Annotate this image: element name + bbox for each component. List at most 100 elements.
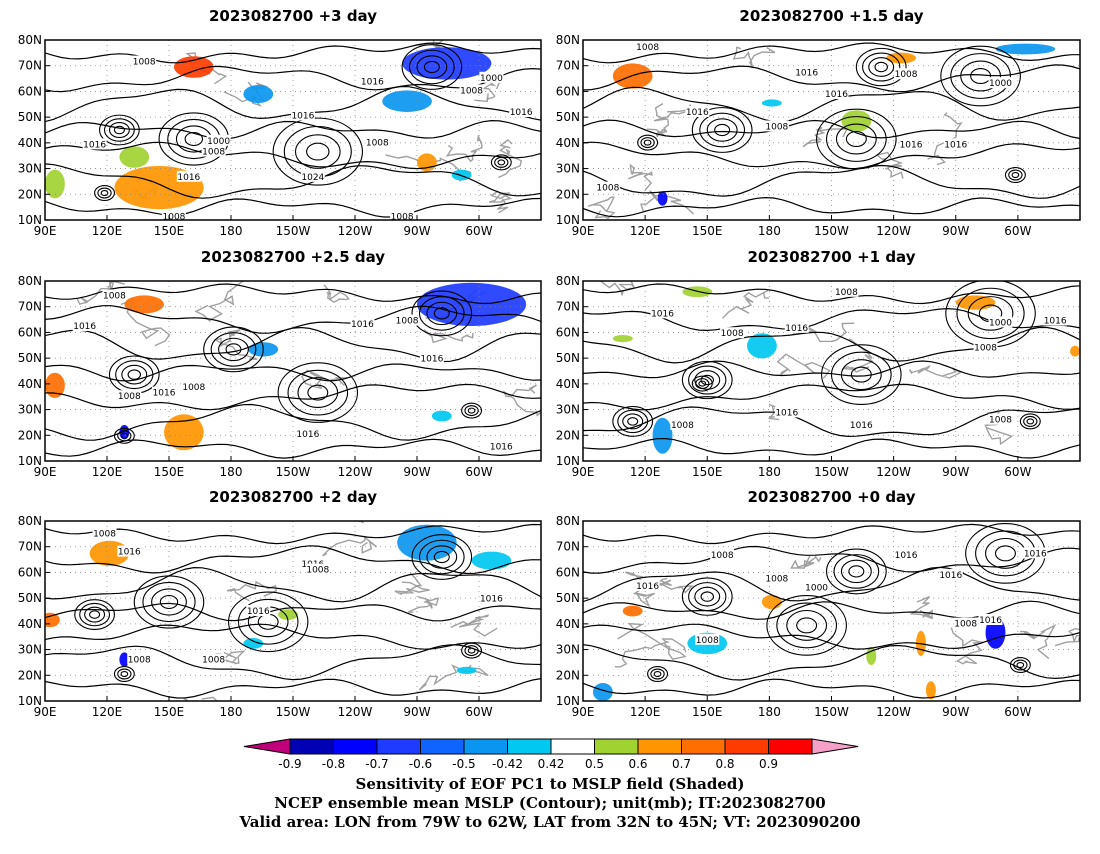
y-tick-label: 10N — [556, 694, 580, 708]
panel-title: 2023082700 +0 day — [748, 488, 916, 506]
sensitivity-shading — [45, 612, 60, 628]
x-tick-label: 150E — [692, 465, 723, 479]
sensitivity-shading — [652, 417, 673, 454]
pressure-center-ring — [416, 55, 448, 79]
pressure-center-ring — [108, 122, 130, 138]
contour-label: 1008 — [989, 416, 1012, 426]
pressure-center-ring — [113, 427, 135, 444]
panel-plot-area: 1008 1016 1008 1016 1000 1016 1008 1016 1016 1008… — [583, 281, 1080, 461]
y-tick-label: 80N — [556, 33, 580, 47]
sensitivity-shading — [456, 666, 477, 675]
pressure-center-ring — [855, 47, 907, 87]
pressure-center-ring — [647, 665, 669, 683]
contour-label-bg — [181, 381, 206, 393]
isobar — [45, 42, 541, 64]
pressure-center-ring — [272, 117, 363, 186]
contour-label-bg — [635, 579, 660, 591]
x-tick-label: 180 — [758, 705, 781, 719]
x-tick-label: 150W — [814, 705, 849, 719]
contour-label-bg — [206, 134, 231, 146]
pressure-center-ring — [640, 137, 655, 149]
x-tick-label: 90W — [942, 224, 969, 238]
coastline — [640, 190, 695, 215]
contour-label: 1016 — [651, 309, 674, 319]
isobar — [583, 678, 1080, 699]
contour-label: 1016 — [480, 594, 503, 604]
contour-label-bg — [595, 181, 620, 193]
sensitivity-shading — [761, 594, 782, 610]
y-tick-label: 20N — [556, 668, 580, 682]
x-tick-label: 60W — [465, 224, 492, 238]
x-tick-label: 90E — [572, 465, 595, 479]
sensitivity-shading — [1070, 345, 1080, 357]
contour-label: 1008 — [396, 317, 419, 327]
isobar — [45, 678, 541, 699]
contour-label: 1016 — [979, 616, 1002, 626]
coastline — [617, 622, 687, 660]
contour-label-bg — [365, 136, 390, 148]
sensitivity-shading — [431, 410, 452, 422]
contour-label-bg — [988, 316, 1013, 328]
pressure-center-ring — [825, 548, 887, 595]
pressure-center-ring — [868, 57, 895, 77]
map-panel-5: 1008101610161008101610161008100820230827… — [18, 488, 542, 719]
pressure-center-ring — [409, 49, 455, 85]
pressure-center-ring — [227, 591, 309, 653]
pressure-center-ring — [700, 591, 715, 602]
pressure-center-ring — [627, 417, 639, 426]
pressure-center-ring — [464, 405, 479, 417]
pressure-center-ring — [960, 60, 1002, 92]
contour-label: 1008 — [202, 656, 225, 666]
y-tick-label: 60N — [18, 84, 42, 98]
contour-label: 1016 — [247, 607, 270, 617]
pressure-center-ring — [766, 595, 847, 656]
contour-label: 1016 — [361, 77, 384, 87]
contour-label: 1000 — [480, 74, 503, 84]
x-tick-label: 180 — [220, 465, 243, 479]
contour-label-bg — [938, 569, 963, 580]
x-tick-label: 120E — [92, 224, 123, 238]
coastline — [498, 138, 523, 179]
contour-label-bg — [419, 352, 444, 364]
sensitivity-shading — [747, 333, 777, 359]
contour-label-bg — [350, 318, 375, 330]
coastline — [423, 329, 474, 344]
x-tick-label: 60W — [465, 705, 492, 719]
contour-label: 1016 — [944, 140, 967, 150]
pressure-center-ring — [1004, 166, 1026, 184]
x-tick-label: 90E — [34, 705, 57, 719]
colorbar-tick-label: -0.42 — [492, 757, 523, 771]
colorbar-tick-label: -0.9 — [278, 757, 301, 771]
isobar — [45, 326, 541, 363]
y-tick-label: 40N — [556, 617, 580, 631]
sensitivity-shading — [955, 295, 996, 310]
y-tick-label: 20N — [556, 187, 580, 201]
pressure-center-ring — [121, 364, 148, 385]
coastline — [875, 151, 904, 179]
y-tick-label: 50N — [556, 351, 580, 365]
y-tick-label: 50N — [556, 110, 580, 124]
pressure-center-ring — [84, 606, 106, 623]
isobar — [583, 406, 1080, 438]
panel-title: 2023082700 +2 day — [209, 488, 377, 506]
x-tick-label: 90W — [942, 705, 969, 719]
contour-label-bg — [894, 68, 919, 80]
y-tick-label: 60N — [556, 565, 580, 579]
y-tick-label: 30N — [556, 403, 580, 417]
pressure-center-ring — [433, 550, 450, 564]
colorbar-swatch — [289, 738, 334, 755]
coastline — [790, 555, 822, 569]
map-panel-3: 1008 1016 1016 1008 1016 1008 1016 1008 1016 1016… — [18, 248, 542, 479]
pressure-center-ring — [622, 413, 644, 430]
contour-label: 1008 — [306, 566, 329, 576]
pressure-center-ring — [218, 337, 249, 362]
x-tick-label: 90E — [34, 224, 57, 238]
contour-label-bg — [390, 210, 415, 220]
x-tick-label: 90W — [942, 465, 969, 479]
colorbar-tick-label: 0.8 — [715, 757, 734, 771]
colorbar-min-arrow — [243, 738, 291, 755]
y-tick-label: 20N — [556, 428, 580, 442]
contour-label-bg — [479, 592, 504, 604]
x-tick-label: 150W — [814, 224, 849, 238]
pressure-center-ring — [94, 185, 115, 201]
